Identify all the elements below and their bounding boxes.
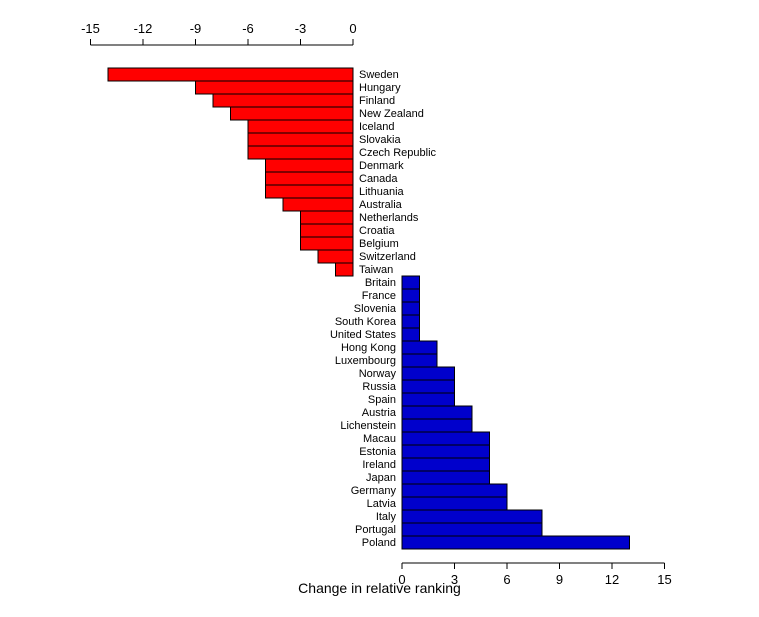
ranking-change-chart: -15 -12 -9 -6 -3 0 SwedenHungaryFinlandNew Zea… <box>0 0 759 617</box>
neg-bar <box>336 263 354 276</box>
pos-bar <box>402 523 542 536</box>
pos-row-label: Latvia <box>367 498 397 510</box>
pos-bar <box>402 367 455 380</box>
pos-bar <box>402 276 420 289</box>
pos-axis-tick-label: 12 <box>605 572 619 587</box>
pos-bar <box>402 419 472 432</box>
neg-row-label: New Zealand <box>359 108 424 120</box>
neg-axis-tick-label: -15 <box>81 21 100 36</box>
neg-row-label: Finland <box>359 95 395 107</box>
pos-axis-tick-label: 6 <box>503 572 510 587</box>
pos-row-label: United States <box>330 329 397 341</box>
neg-row-label: Iceland <box>359 121 394 133</box>
pos-bar <box>402 445 490 458</box>
neg-bar <box>248 146 353 159</box>
x-axis-label: Change in relative ranking <box>298 580 461 596</box>
pos-bar <box>402 289 420 302</box>
neg-row-label: Hungary <box>359 82 401 94</box>
neg-row-label: Taiwan <box>359 264 393 276</box>
pos-row-label: Russia <box>362 381 397 393</box>
neg-axis-tick-label: 0 <box>349 21 356 36</box>
neg-bar <box>283 198 353 211</box>
pos-bar <box>402 510 542 523</box>
neg-bar <box>301 224 354 237</box>
neg-bar <box>318 250 353 263</box>
pos-row-label: Hong Kong <box>341 342 396 354</box>
pos-bar <box>402 354 437 367</box>
pos-axis-tick-label: 9 <box>556 572 563 587</box>
neg-row-label: Belgium <box>359 238 399 250</box>
pos-bar <box>402 484 507 497</box>
neg-axis-tick-label: -9 <box>190 21 202 36</box>
neg-axis-tick-label: -6 <box>242 21 254 36</box>
pos-row-label: Japan <box>366 472 396 484</box>
pos-bar <box>402 341 437 354</box>
neg-row-label: Sweden <box>359 69 399 81</box>
neg-bar <box>108 68 353 81</box>
pos-bar <box>402 536 630 549</box>
pos-row-label: Britain <box>365 277 396 289</box>
pos-row-label: Macau <box>363 433 396 445</box>
pos-bar <box>402 380 455 393</box>
neg-axis-tick-label: -12 <box>134 21 153 36</box>
pos-row-label: Estonia <box>359 446 397 458</box>
pos-row-label: Ireland <box>362 459 396 471</box>
neg-bar <box>248 120 353 133</box>
pos-row-label: France <box>362 290 396 302</box>
pos-row-label: Spain <box>368 394 396 406</box>
pos-row-label: Portugal <box>355 524 396 536</box>
neg-row-label: Switzerland <box>359 251 416 263</box>
neg-axis-tick-label: -3 <box>295 21 307 36</box>
neg-row-label: Canada <box>359 173 398 185</box>
neg-row-label: Lithuania <box>359 186 405 198</box>
pos-bar <box>402 458 490 471</box>
pos-row-label: Poland <box>362 537 396 549</box>
pos-bar <box>402 328 420 341</box>
neg-row-label: Australia <box>359 199 403 211</box>
pos-bar <box>402 471 490 484</box>
pos-row-label: Slovenia <box>354 303 397 315</box>
pos-row-label: Luxembourg <box>335 355 396 367</box>
neg-bar <box>266 159 354 172</box>
neg-bar <box>231 107 354 120</box>
neg-bar <box>266 172 354 185</box>
neg-row-label: Czech Republic <box>359 147 437 159</box>
neg-bar <box>301 211 354 224</box>
pos-bar <box>402 406 472 419</box>
neg-row-label: Denmark <box>359 160 404 172</box>
pos-row-label: Lichenstein <box>340 420 396 432</box>
neg-bar <box>266 185 354 198</box>
pos-row-label: Norway <box>359 368 397 380</box>
neg-bar <box>248 133 353 146</box>
pos-row-label: Italy <box>376 511 397 523</box>
pos-axis-tick-label: 15 <box>657 572 671 587</box>
pos-bar <box>402 393 455 406</box>
neg-bar <box>213 94 353 107</box>
pos-bar <box>402 302 420 315</box>
pos-bar <box>402 315 420 328</box>
pos-row-label: South Korea <box>335 316 397 328</box>
pos-row-label: Germany <box>351 485 397 497</box>
neg-bar <box>196 81 354 94</box>
neg-row-label: Slovakia <box>359 134 401 146</box>
neg-bar <box>301 237 354 250</box>
pos-bar <box>402 497 507 510</box>
pos-row-label: Austria <box>362 407 397 419</box>
neg-row-label: Netherlands <box>359 212 419 224</box>
pos-bar <box>402 432 490 445</box>
neg-row-label: Croatia <box>359 225 395 237</box>
